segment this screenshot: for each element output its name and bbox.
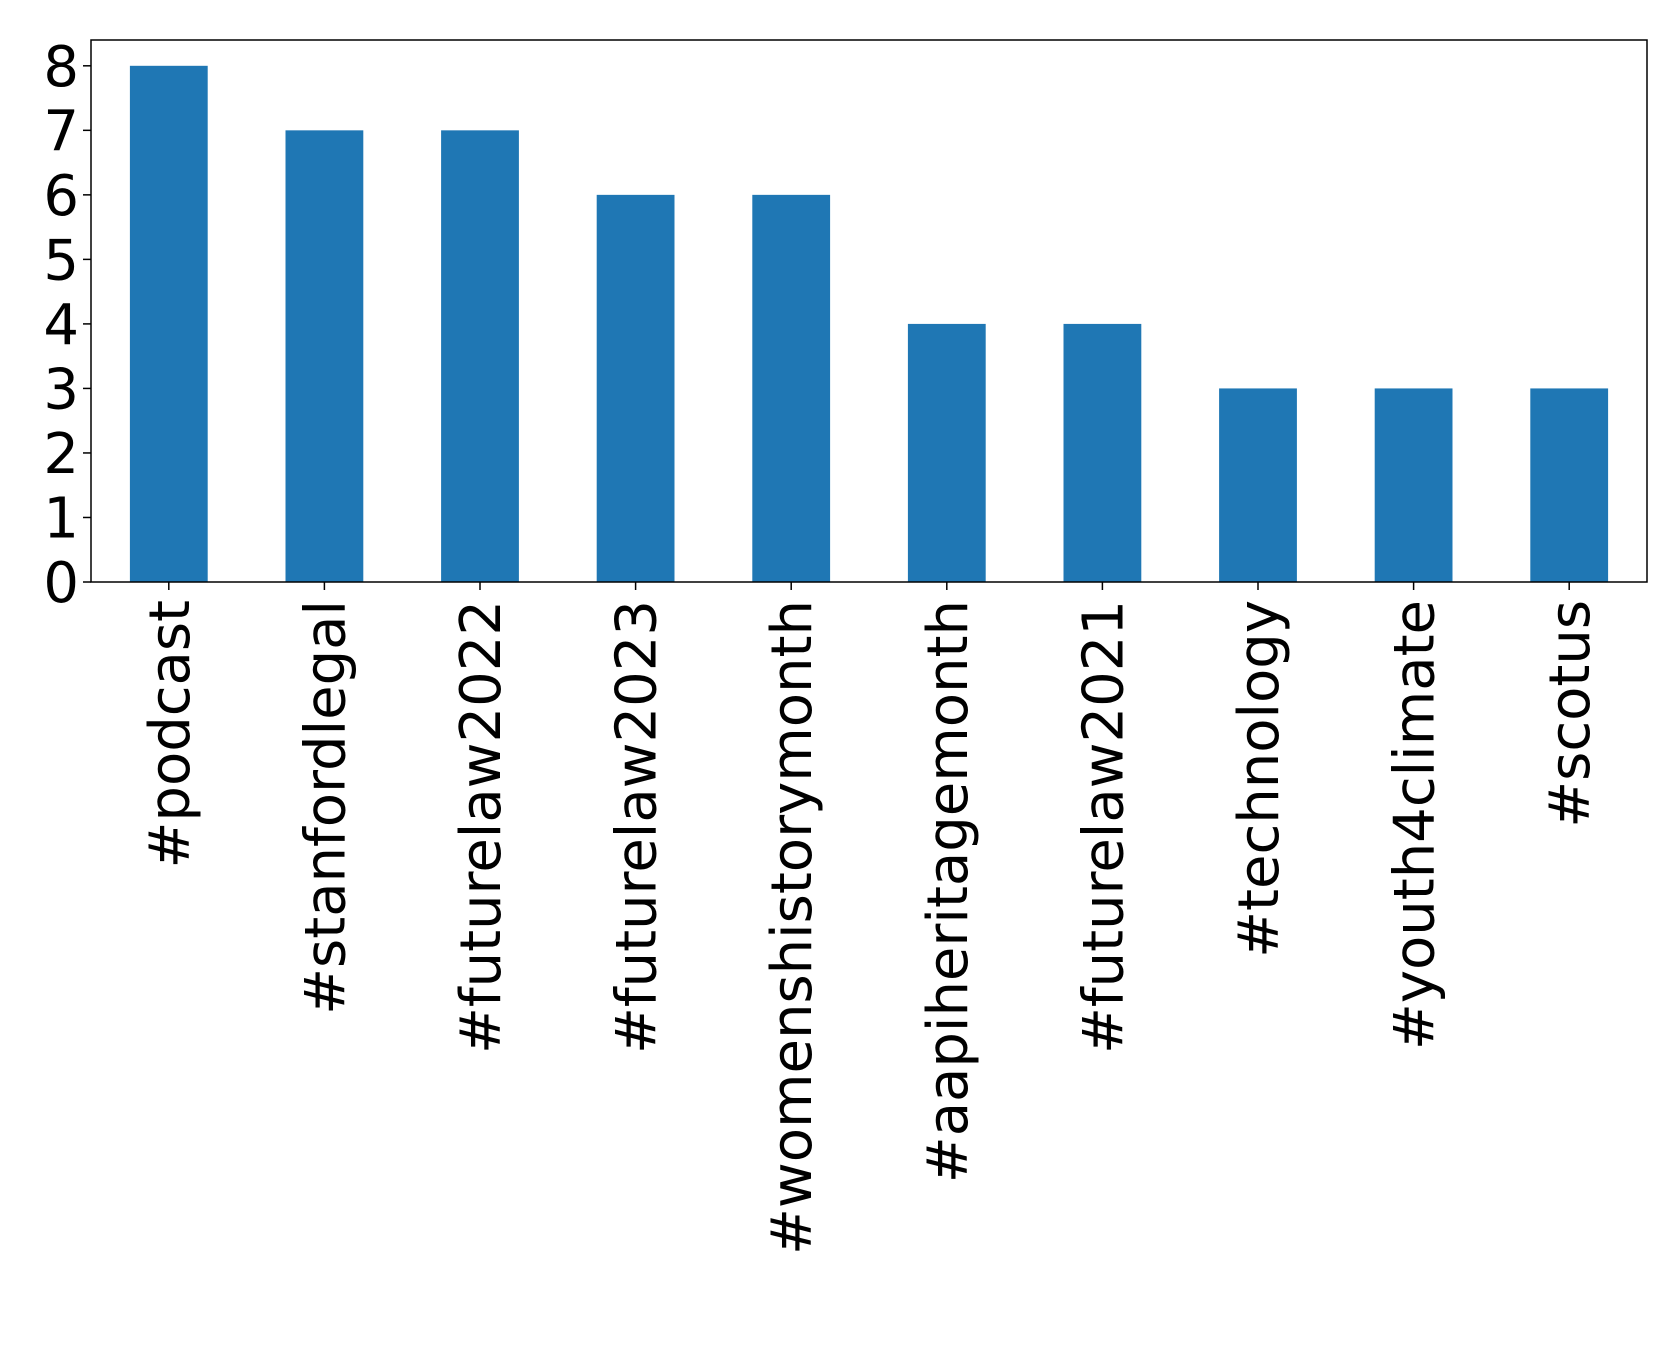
y-tick-label: 8 (43, 35, 79, 100)
y-tick-label: 1 (43, 486, 79, 551)
x-tick-label: #scotus (1538, 600, 1603, 828)
x-tick-label: #stanfordlegal (293, 600, 358, 1015)
y-tick-label: 4 (43, 293, 79, 358)
bar-youth4climate (1374, 388, 1453, 582)
bar-scotus (1530, 388, 1609, 582)
x-axis: #podcast #stanfordlegal #futurelaw2022 #fut… (138, 582, 1603, 1255)
y-tick-label: 7 (43, 99, 79, 164)
x-tick-label: #futurelaw2023 (605, 600, 670, 1054)
bars-layer (129, 65, 1609, 583)
bar-futurelaw2022 (441, 130, 519, 583)
bar-aapiheritagemonth (907, 323, 986, 582)
y-tick-label: 6 (43, 164, 79, 229)
x-tick-label: #futurelaw2021 (1071, 600, 1136, 1054)
plot-frame (90, 39, 1648, 583)
y-tick-label: 3 (43, 357, 79, 422)
y-tick-label: 5 (43, 228, 79, 293)
x-tick-label: #womenshistorymonth (760, 600, 825, 1255)
bar-futurelaw2023 (596, 194, 675, 582)
bar-technology (1219, 388, 1297, 582)
bar-stanfordlegal (285, 130, 364, 583)
x-tick-label: #youth4climate (1383, 600, 1448, 1050)
x-tick-label: #futurelaw2022 (449, 600, 514, 1054)
bar-futurelaw2021 (1063, 323, 1142, 582)
x-tick-label: #podcast (138, 600, 203, 869)
x-tick-label: #technology (1227, 600, 1292, 958)
bar-podcast (129, 65, 208, 583)
bar-womenshistorymonth (752, 194, 831, 582)
y-tick-label: 2 (43, 422, 79, 487)
y-tick-label: 0 (43, 551, 79, 616)
x-tick-label: #aapiheritagemonth (916, 600, 981, 1183)
